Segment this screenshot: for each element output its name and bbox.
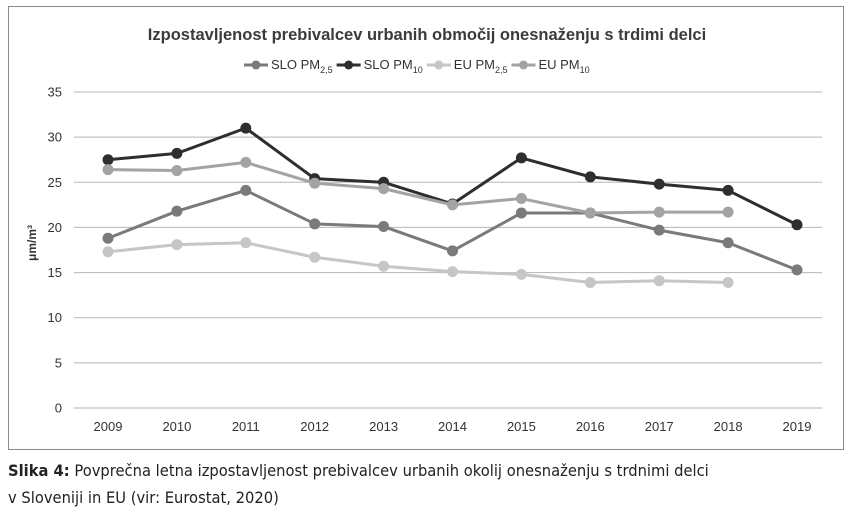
data-point [309, 251, 321, 263]
y-tick-label: 0 [55, 401, 62, 416]
data-point [722, 184, 734, 196]
x-tick-label: 2011 [232, 419, 260, 434]
data-point [171, 147, 183, 159]
data-point [240, 122, 252, 134]
data-point [515, 207, 527, 219]
data-point [515, 268, 527, 280]
data-point [171, 205, 183, 217]
series-3 [102, 156, 734, 219]
data-point [515, 152, 527, 164]
series-layer [102, 122, 803, 289]
data-point [722, 206, 734, 218]
data-point [791, 264, 803, 276]
x-tick-label: 2016 [576, 419, 605, 434]
y-tick-label: 35 [48, 85, 62, 100]
chart-frame: Izpostavljenost prebivalcev urbanih obmo… [8, 6, 844, 450]
data-point [240, 184, 252, 196]
data-point [791, 219, 803, 231]
data-point [447, 199, 458, 211]
data-point [515, 193, 527, 205]
legend-marker [251, 60, 261, 70]
data-point [240, 237, 252, 249]
series-1 [102, 122, 803, 231]
legend-item: EU PM2,5 [426, 57, 508, 75]
caption-label: Slika 4: [8, 461, 70, 480]
x-tick-label: 2019 [783, 419, 812, 434]
legend-marker [344, 60, 354, 70]
x-tick-label: 2015 [507, 419, 536, 434]
data-point [309, 177, 321, 189]
data-point [102, 154, 114, 166]
legend-label: SLO PM2,5 [271, 57, 333, 75]
legend-label: EU PM2,5 [454, 57, 508, 75]
chart-legend: SLO PM2,5 SLO PM10 EU PM2,5 EU PM10 [244, 57, 590, 75]
x-tick-label: 2013 [369, 419, 398, 434]
data-point [240, 156, 252, 168]
y-tick-label: 20 [48, 220, 62, 235]
data-point [447, 245, 458, 257]
line-chart: Izpostavljenost prebivalcev urbanih obmo… [25, 26, 822, 434]
y-tick-label: 25 [48, 175, 62, 190]
y-axis-ticks: 0 5 10 15 20 25 30 35 [48, 85, 62, 416]
legend-item: EU PM10 [511, 57, 590, 75]
data-point [378, 221, 390, 233]
data-point [171, 165, 183, 177]
data-point [722, 237, 734, 249]
legend-item: SLO PM2,5 [244, 57, 333, 75]
legend-marker [518, 60, 528, 70]
data-point [653, 178, 665, 190]
data-point [653, 206, 665, 218]
x-tick-label: 2018 [714, 419, 743, 434]
legend-label: SLO PM10 [364, 57, 423, 75]
caption-text-1: Povprečna letna izpostavljenost prebival… [69, 461, 709, 480]
chart-title: Izpostavljenost prebivalcev urbanih obmo… [148, 26, 706, 44]
legend-label: EU PM10 [538, 57, 589, 75]
data-point [309, 218, 321, 230]
series-line [107, 241, 729, 285]
y-tick-label: 5 [55, 355, 62, 370]
series-line [107, 160, 729, 215]
series-0 [102, 184, 803, 276]
x-tick-label: 2017 [645, 419, 674, 434]
chart-grid [74, 91, 822, 409]
data-point [378, 183, 390, 195]
data-point [584, 171, 596, 183]
data-point [171, 239, 183, 251]
data-point [102, 246, 114, 258]
caption-line-2: v Sloveniji in EU (vir: Eurostat, 2020) [8, 488, 279, 507]
x-axis-ticks: 2009 2010 2011 2012 2013 2014 2015 2016 2017 2018… [94, 419, 812, 434]
data-point [378, 260, 390, 272]
data-point [653, 224, 665, 236]
legend-item: SLO PM10 [336, 57, 423, 75]
y-tick-label: 15 [48, 265, 62, 280]
data-point [584, 277, 596, 289]
data-point [584, 207, 596, 219]
y-tick-label: 30 [48, 130, 62, 145]
data-point [722, 277, 734, 289]
series-2 [102, 237, 734, 289]
caption-line-1: Slika 4: Povprečna letna izpostavljenost… [8, 457, 781, 484]
x-tick-label: 2012 [300, 419, 329, 434]
data-point [102, 164, 114, 176]
data-point [447, 266, 458, 278]
y-tick-label: 10 [48, 310, 62, 325]
legend-marker [434, 60, 444, 70]
data-point [102, 232, 114, 244]
x-tick-label: 2009 [94, 419, 123, 434]
figure-caption: Slika 4: Povprečna letna izpostavljenost… [8, 457, 781, 511]
x-tick-label: 2014 [438, 419, 467, 434]
data-point [653, 275, 665, 287]
x-tick-label: 2010 [162, 419, 191, 434]
y-axis-label: μm/m³ [25, 225, 39, 261]
